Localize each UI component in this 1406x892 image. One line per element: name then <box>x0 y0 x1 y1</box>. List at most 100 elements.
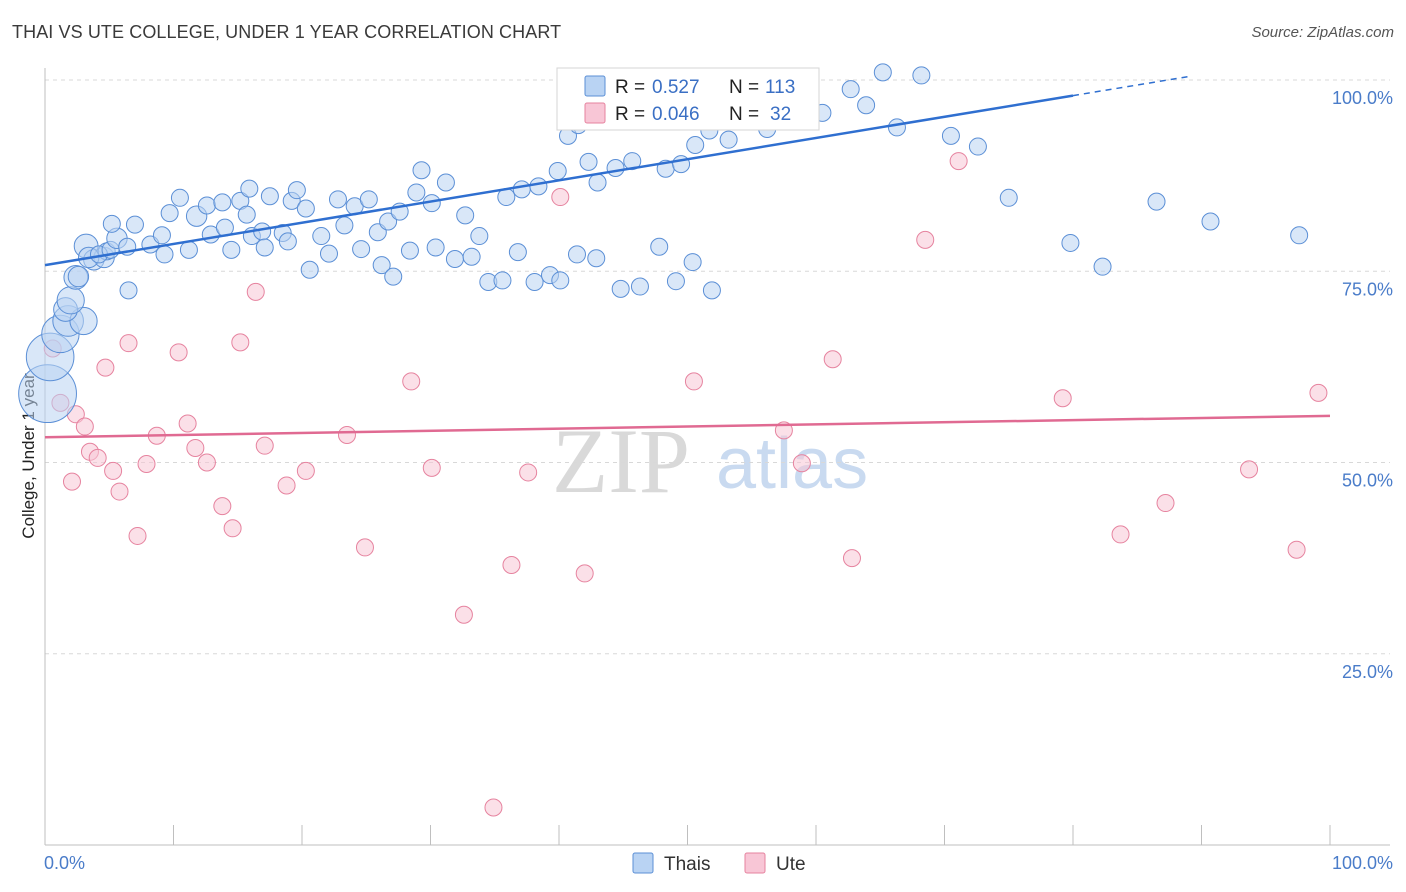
thais-point-57 <box>548 162 567 181</box>
ute-point-39 <box>842 549 861 568</box>
bottom-legend: Thais Ute <box>632 852 806 875</box>
thais-point-109 <box>567 245 586 264</box>
thais-point-102 <box>462 247 481 266</box>
thais-point-68 <box>686 136 705 155</box>
chart-source: Source: ZipAtlas.com <box>1251 24 1394 41</box>
thais-point-20 <box>125 215 144 234</box>
thais-point-116 <box>702 281 721 300</box>
ute-point-18 <box>213 497 232 516</box>
thais-point-49 <box>412 161 431 180</box>
watermark-zip: ZIP <box>552 410 690 512</box>
thais-point-89 <box>179 240 198 259</box>
thais-point-51 <box>436 173 455 192</box>
thais-point-8 <box>67 265 90 288</box>
thais-point-25 <box>170 188 189 207</box>
thais-point-115 <box>683 253 702 272</box>
thais-point-81 <box>941 126 960 145</box>
ute-point-10 <box>119 334 138 353</box>
thais-point-93 <box>278 232 297 251</box>
thais-point-85 <box>1093 257 1112 276</box>
ute-point-38 <box>823 350 842 369</box>
ute-point-16 <box>186 438 205 457</box>
bottom-legend-swatch-ute <box>744 852 766 874</box>
thais-point-22 <box>155 245 174 264</box>
thais-trend-line-extension <box>1072 75 1189 97</box>
ute-point-7 <box>96 358 115 377</box>
thais-point-100 <box>426 238 445 257</box>
ute-point-28 <box>422 458 441 477</box>
thais-point-42 <box>335 216 354 235</box>
ute-point-34 <box>575 564 594 583</box>
thais-point-86 <box>1147 192 1166 211</box>
ute-point-44 <box>1156 494 1175 513</box>
legend-r-thais: 0.527 <box>652 77 700 98</box>
ute-point-31 <box>502 556 521 575</box>
legend-swatch-thais <box>584 75 606 97</box>
thais-point-48 <box>407 183 426 202</box>
thais-point-18 <box>102 214 121 233</box>
ute-point-43 <box>1111 525 1130 544</box>
ute-point-15 <box>178 414 197 433</box>
thais-point-114 <box>666 272 685 291</box>
ute-point-23 <box>277 476 296 495</box>
thais-point-106 <box>525 272 544 291</box>
ute-point-26 <box>355 538 374 557</box>
watermark-atlas: atlas <box>716 424 868 504</box>
ute-point-6 <box>88 448 107 467</box>
legend: R = 0.527 N = 113 R = 0.046 N = 32 <box>556 67 820 131</box>
thais-point-76 <box>841 80 860 99</box>
thais-point-99 <box>400 241 419 260</box>
thais-point-110 <box>587 249 606 268</box>
axes <box>44 68 1390 846</box>
legend-swatch-ute <box>584 102 606 124</box>
x-tick-label-min: 0.0% <box>44 853 85 873</box>
y-tick-label-100: 100.0% <box>1332 88 1393 108</box>
thais-point-19 <box>119 281 138 300</box>
thais-point-111 <box>611 279 630 298</box>
thais-point-6 <box>56 286 85 315</box>
ute-point-29 <box>454 605 473 624</box>
thais-point-46 <box>379 212 398 231</box>
thais-point-96 <box>352 240 371 259</box>
ute-point-21 <box>246 282 265 301</box>
chart-title: THAI VS UTE COLLEGE, UNDER 1 YEAR CORREL… <box>12 22 562 42</box>
ute-series <box>43 152 1328 817</box>
ute-point-24 <box>296 461 315 480</box>
ute-point-30 <box>484 798 503 817</box>
thais-point-98 <box>384 267 403 286</box>
ute-point-45 <box>1240 460 1259 479</box>
thais-point-78 <box>873 63 892 82</box>
trend-lines <box>44 75 1331 439</box>
ute-point-35 <box>684 372 703 391</box>
thais-point-38 <box>287 181 306 200</box>
ute-point-47 <box>1309 383 1328 402</box>
thais-point-23 <box>152 226 171 245</box>
thais-point-71 <box>719 130 738 149</box>
thais-point-83 <box>999 188 1018 207</box>
thais-point-56 <box>529 177 548 196</box>
thais-point-60 <box>579 152 598 171</box>
thais-trend-line <box>44 94 1074 267</box>
thais-point-97 <box>372 256 391 275</box>
ute-point-33 <box>551 188 570 207</box>
legend-n-label-ute: N = <box>729 104 759 125</box>
ute-point-20 <box>231 333 250 352</box>
ute-point-42 <box>1053 389 1072 408</box>
thais-point-27 <box>197 196 216 215</box>
ute-point-46 <box>1287 540 1306 559</box>
y-tick-label-50: 50.0% <box>1342 471 1393 491</box>
ute-trend-line <box>44 414 1331 439</box>
bottom-legend-swatch-thais <box>632 852 654 874</box>
thais-point-79 <box>887 118 906 137</box>
ute-point-37 <box>792 454 811 473</box>
y-tick-label-25: 25.0% <box>1342 662 1393 682</box>
ute-point-14 <box>169 343 188 362</box>
bottom-legend-label-ute: Ute <box>776 854 806 875</box>
thais-point-104 <box>493 271 512 290</box>
thais-point-95 <box>319 244 338 263</box>
thais-point-30 <box>240 179 259 198</box>
ute-point-8 <box>104 461 123 480</box>
thais-point-39 <box>296 199 315 218</box>
x-ticks <box>44 825 1331 845</box>
